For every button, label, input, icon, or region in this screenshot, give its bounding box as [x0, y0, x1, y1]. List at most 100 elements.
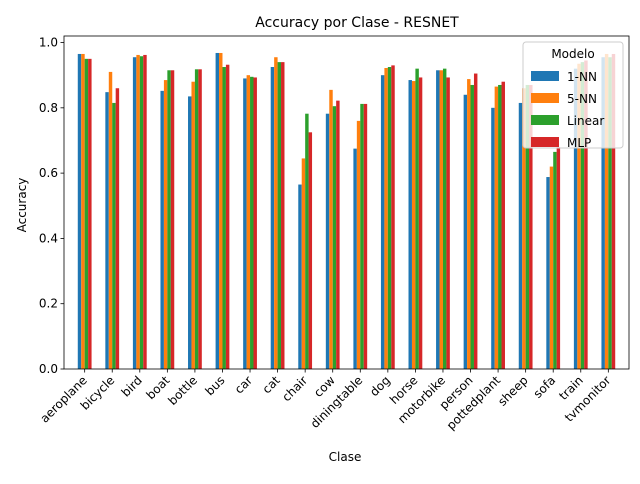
legend-label: 5-NN	[567, 92, 597, 106]
bar-1nn-sofa	[546, 177, 550, 369]
bar-linear-motorbike	[442, 68, 447, 370]
bar-linear-sofa	[553, 151, 557, 369]
bar-linear-tvmonitor	[608, 57, 612, 369]
bars-group	[77, 52, 616, 370]
bar-5nn-dog	[384, 67, 388, 370]
bar-1nn-person	[463, 94, 468, 369]
bar-mlp-bus	[225, 64, 230, 369]
x-tick-label-car: car	[232, 373, 255, 396]
bar-1nn-tvmonitor	[601, 57, 605, 369]
x-tick-label-sofa: sofa	[531, 373, 559, 401]
y-tick-label: 1.0	[39, 36, 58, 50]
y-axis-label: Accuracy	[15, 178, 29, 233]
bar-mlp-horse	[418, 77, 423, 370]
bar-5nn-pottedplant	[494, 86, 499, 369]
bar-mlp-car	[253, 77, 257, 370]
bar-linear-person	[470, 84, 474, 369]
legend-label: MLP	[567, 136, 591, 150]
bar-mlp-chair	[308, 132, 313, 369]
bar-linear-cow	[332, 106, 337, 369]
legend-label: 1-NN	[567, 70, 597, 84]
legend-swatch	[531, 71, 559, 81]
y-tick-label: 0.0	[39, 362, 58, 376]
bar-1nn-aeroplane	[77, 53, 82, 370]
bar-mlp-sheep	[529, 84, 533, 369]
bar-1nn-boat	[160, 90, 164, 369]
bar-5nn-tvmonitor	[604, 53, 609, 370]
bar-5nn-person	[467, 79, 471, 369]
bar-5nn-sheep	[522, 88, 526, 370]
bar-mlp-bird	[143, 54, 147, 369]
bar-mlp-bicycle	[115, 88, 120, 370]
bar-mlp-pottedplant	[501, 81, 505, 370]
bar-1nn-bicycle	[105, 92, 109, 370]
bar-5nn-diningtable	[356, 120, 361, 369]
bar-linear-horse	[415, 68, 419, 370]
x-tick-label-sheep: sheep	[495, 373, 531, 409]
x-tick-label-bus: bus	[203, 373, 228, 398]
bar-1nn-bottle	[188, 96, 192, 370]
legend-swatch	[531, 93, 559, 103]
bar-linear-dog	[387, 67, 392, 369]
bar-5nn-cat	[274, 57, 278, 369]
bar-mlp-cat	[281, 62, 285, 370]
bar-5nn-sofa	[549, 166, 554, 369]
bar-5nn-train	[577, 63, 581, 369]
bar-1nn-motorbike	[436, 70, 440, 369]
bar-mlp-tvmonitor	[611, 53, 616, 370]
bar-1nn-sheep	[518, 102, 523, 370]
bar-1nn-cow	[325, 113, 330, 369]
y-tick-label: 0.2	[39, 297, 58, 311]
bar-mlp-motorbike	[446, 77, 450, 370]
bar-1nn-pottedplant	[491, 107, 495, 369]
bar-linear-cat	[277, 62, 282, 370]
bar-linear-bottle	[194, 69, 199, 370]
bar-mlp-bottle	[198, 69, 202, 370]
bar-1nn-cat	[270, 67, 275, 369]
bar-linear-diningtable	[360, 103, 364, 369]
bar-linear-car	[250, 76, 254, 369]
bar-linear-pottedplant	[498, 84, 502, 369]
bar-linear-sheep	[525, 84, 530, 369]
bar-1nn-chair	[298, 184, 302, 369]
bar-1nn-bus	[215, 52, 220, 369]
bar-linear-chair	[305, 113, 309, 369]
bar-5nn-motorbike	[439, 70, 443, 369]
bar-5nn-aeroplane	[81, 53, 85, 370]
bar-5nn-chair	[301, 158, 306, 369]
bar-5nn-horse	[411, 81, 416, 370]
y-tick-label: 0.8	[39, 101, 58, 115]
bar-5nn-bottle	[191, 81, 195, 370]
bar-linear-bicycle	[112, 102, 116, 370]
bar-5nn-car	[246, 75, 251, 370]
plot-frame	[63, 35, 630, 370]
bar-mlp-aeroplane	[88, 58, 92, 369]
legend: Modelo 1-NN 5-NN Linear MLP	[522, 41, 624, 150]
bar-1nn-horse	[408, 80, 412, 369]
bar-linear-aeroplane	[84, 58, 89, 369]
chart-title: Accuracy por Clase - RESNET	[255, 15, 459, 31]
x-tick-label-chair: chair	[279, 373, 310, 404]
x-tick-label-bird: bird	[119, 373, 145, 399]
bar-linear-bus	[222, 67, 226, 369]
bar-mlp-cow	[336, 100, 340, 369]
bar-5nn-cow	[329, 89, 333, 370]
legend-swatch	[531, 115, 559, 125]
legend-swatch	[531, 137, 559, 147]
bar-1nn-car	[243, 78, 247, 369]
bar-linear-train	[580, 62, 585, 370]
y-tick-label: 0.4	[39, 231, 58, 245]
bar-linear-boat	[167, 70, 171, 369]
bar-5nn-bus	[219, 52, 223, 369]
bar-mlp-sofa	[556, 147, 561, 369]
bar-mlp-train	[584, 60, 588, 370]
bar-1nn-bird	[132, 57, 137, 369]
legend-title: Modelo	[551, 47, 594, 61]
x-axis-label: Clase	[329, 450, 362, 464]
bar-5nn-bicycle	[108, 71, 113, 369]
bar-5nn-boat	[163, 80, 168, 369]
bar-mlp-boat	[170, 70, 175, 369]
legend-label: Linear	[567, 114, 604, 128]
